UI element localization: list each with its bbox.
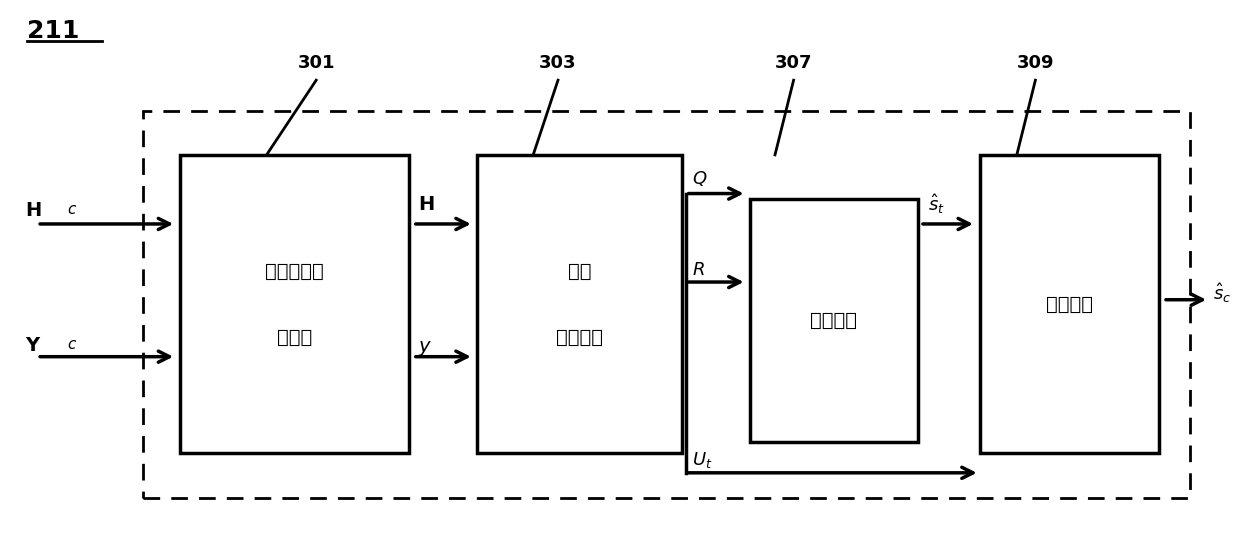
Text: $\mathbf{H}$: $\mathbf{H}$ — [25, 201, 41, 220]
Text: 303: 303 — [539, 54, 577, 72]
Text: $c$: $c$ — [67, 202, 77, 217]
Text: $\hat{s}_c$: $\hat{s}_c$ — [1213, 281, 1231, 305]
Text: 307: 307 — [775, 54, 812, 72]
Text: $\mathbf{H}$: $\mathbf{H}$ — [418, 195, 434, 214]
Text: $c$: $c$ — [67, 337, 77, 352]
Text: 309: 309 — [1017, 54, 1054, 72]
Text: $U_t$: $U_t$ — [692, 450, 713, 470]
Text: $\mathbf{Y}$: $\mathbf{Y}$ — [25, 336, 41, 355]
Text: 矩阵: 矩阵 — [568, 262, 591, 280]
Bar — [477, 155, 682, 453]
Text: $R$: $R$ — [692, 261, 704, 279]
Bar — [180, 155, 409, 453]
Text: $\hat{s}_t$: $\hat{s}_t$ — [928, 193, 945, 216]
Text: $y$: $y$ — [418, 339, 432, 358]
Text: $Q$: $Q$ — [692, 169, 707, 187]
Text: 处理单元: 处理单元 — [1047, 295, 1092, 314]
Text: 复数到实数: 复数到实数 — [265, 262, 324, 280]
Bar — [143, 111, 1190, 498]
Text: 301: 301 — [298, 54, 335, 72]
Text: 解码单元: 解码单元 — [811, 311, 857, 330]
Bar — [750, 199, 918, 442]
Text: 计算单元: 计算单元 — [557, 328, 603, 347]
Text: 211: 211 — [27, 19, 79, 43]
Bar — [980, 155, 1159, 453]
Text: 转换器: 转换器 — [277, 328, 312, 347]
